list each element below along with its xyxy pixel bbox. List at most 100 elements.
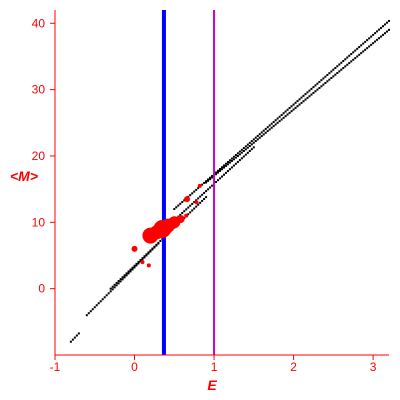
background-points-layer: [69, 19, 390, 343]
background-point: [111, 285, 114, 288]
background-point: [139, 260, 142, 263]
background-point: [240, 151, 243, 154]
background-point: [348, 62, 351, 65]
background-point: [316, 88, 319, 91]
background-point: [195, 188, 198, 191]
background-point: [368, 37, 371, 40]
background-point: [215, 181, 218, 184]
y-tick-label: 30: [32, 83, 46, 97]
background-point: [143, 255, 146, 258]
background-point: [230, 159, 233, 162]
background-point: [89, 310, 92, 313]
background-point: [173, 208, 176, 211]
background-point: [85, 314, 88, 317]
background-point: [244, 148, 247, 151]
background-point: [280, 113, 283, 116]
background-point: [215, 171, 218, 174]
background-point: [217, 179, 220, 182]
background-point: [306, 91, 309, 94]
background-point: [268, 128, 271, 131]
background-point: [246, 151, 249, 154]
background-point: [209, 176, 212, 179]
background-point: [224, 164, 227, 167]
background-point: [388, 28, 390, 31]
background-point: [264, 127, 267, 130]
background-point: [330, 77, 333, 80]
background-point: [217, 169, 220, 172]
highlight-point: [194, 200, 199, 205]
background-point: [280, 118, 283, 121]
background-point: [215, 173, 218, 176]
background-point: [250, 148, 253, 151]
background-point: [284, 110, 287, 113]
background-point: [95, 304, 98, 307]
background-point: [346, 56, 349, 59]
background-point: [199, 201, 202, 204]
background-point: [300, 96, 303, 99]
background-point: [193, 201, 196, 204]
x-tick-label: 2: [290, 360, 297, 374]
background-point: [207, 179, 210, 182]
background-point: [366, 47, 369, 50]
background-point: [222, 166, 225, 169]
background-point: [374, 40, 377, 43]
highlight-point: [176, 214, 185, 223]
background-point: [217, 171, 220, 174]
background-point: [322, 77, 325, 80]
background-point: [228, 168, 231, 171]
background-point: [318, 80, 321, 83]
background-point: [232, 155, 235, 158]
background-point: [318, 86, 321, 89]
background-point: [282, 112, 285, 115]
background-point: [175, 206, 178, 209]
background-point: [77, 332, 80, 335]
background-point: [290, 105, 293, 108]
background-point: [205, 180, 208, 183]
background-point: [342, 67, 345, 70]
background-point: [358, 53, 361, 56]
background-point: [254, 136, 257, 139]
background-point: [268, 124, 271, 127]
background-point: [226, 161, 229, 164]
y-axis-label: <M>: [10, 168, 38, 184]
background-point: [316, 82, 319, 85]
background-point: [270, 126, 273, 129]
background-point: [372, 42, 375, 45]
background-point: [99, 300, 102, 303]
background-point: [244, 153, 247, 156]
background-point: [230, 157, 233, 160]
background-point: [278, 115, 281, 118]
background-point: [155, 243, 158, 246]
background-point: [113, 283, 116, 286]
background-point: [284, 115, 287, 118]
background-point: [356, 55, 359, 58]
background-point: [197, 203, 200, 206]
background-point: [348, 54, 351, 57]
background-point: [131, 266, 134, 269]
background-point: [75, 334, 78, 337]
background-point: [260, 135, 263, 138]
background-point: [248, 145, 251, 148]
background-point: [302, 94, 305, 97]
x-axis-label: E: [207, 377, 217, 393]
background-point: [205, 181, 208, 184]
background-point: [189, 194, 192, 197]
y-tick-label: 0: [38, 282, 45, 296]
background-point: [232, 164, 235, 167]
background-point: [248, 141, 251, 144]
background-point: [292, 108, 295, 111]
background-point: [127, 272, 130, 275]
background-point: [258, 133, 261, 136]
background-point: [221, 175, 223, 178]
background-point: [338, 63, 341, 66]
background-point: [304, 98, 307, 101]
background-point: [308, 89, 311, 92]
background-point: [205, 190, 208, 193]
background-point: [252, 146, 255, 149]
background-point: [228, 161, 231, 164]
background-point: [344, 58, 347, 61]
background-point: [306, 96, 309, 99]
background-point: [203, 191, 206, 194]
background-point: [189, 204, 192, 207]
